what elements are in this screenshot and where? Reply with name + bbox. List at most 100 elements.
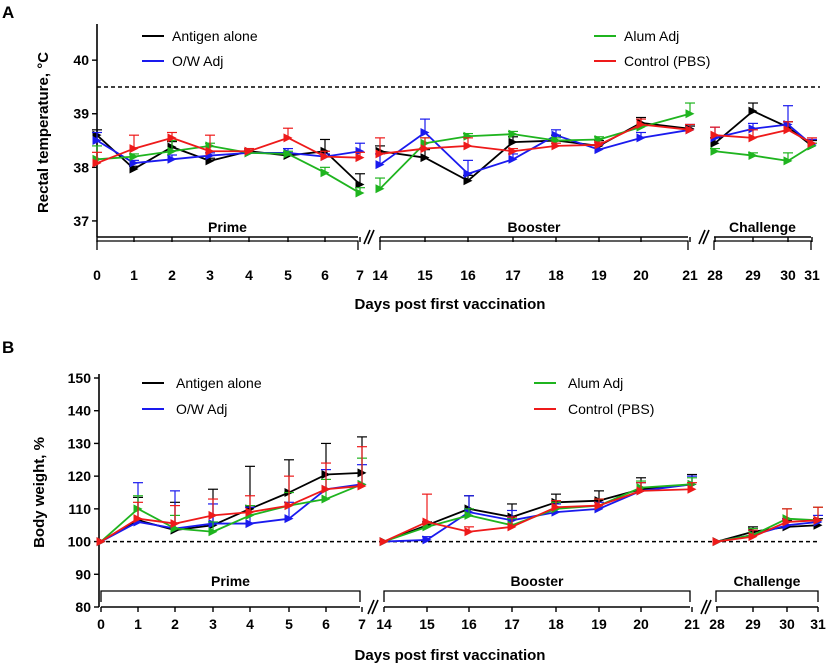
y-tick-label: 90 <box>75 566 91 582</box>
y-tick-label: 40 <box>73 52 89 68</box>
x-tick-label: 21 <box>682 267 698 283</box>
x-tick-label: 16 <box>461 616 477 632</box>
series-group <box>96 457 823 547</box>
data-point <box>375 184 385 194</box>
data-point <box>355 179 365 189</box>
data-point <box>636 133 646 143</box>
x-tick-label: 5 <box>285 616 293 632</box>
axis-break-mark <box>702 229 710 245</box>
data-point <box>636 486 646 496</box>
data-point <box>208 510 218 520</box>
series-line <box>383 483 693 543</box>
data-point <box>420 128 430 137</box>
axis-break-mark <box>698 229 706 245</box>
x-tick-label: 4 <box>246 616 254 632</box>
x-tick-label: 31 <box>810 616 826 632</box>
data-point <box>355 188 365 198</box>
x-tick-label: 6 <box>322 616 330 632</box>
legend-label: O/W Adj <box>172 53 223 69</box>
series-line <box>100 483 363 543</box>
data-point <box>508 154 518 164</box>
x-tick-label: 21 <box>684 616 700 632</box>
data-point <box>133 514 143 524</box>
x-axis-title: Days post first vaccination <box>355 647 546 664</box>
series-line <box>96 139 361 164</box>
x-tick-label: 28 <box>709 616 725 632</box>
data-point <box>320 168 330 178</box>
data-point <box>420 144 430 154</box>
phase-label: Challenge <box>734 573 801 589</box>
data-point <box>508 137 518 147</box>
x-tick-label: 4 <box>245 267 253 283</box>
x-tick-label: 3 <box>209 616 217 632</box>
x-tick-label: 16 <box>460 267 476 283</box>
data-point <box>813 515 823 525</box>
phase-bracket <box>379 240 689 250</box>
data-point <box>687 484 697 494</box>
series-line <box>379 123 691 155</box>
x-tick-label: 18 <box>548 616 564 632</box>
data-point <box>551 502 561 512</box>
series-line <box>714 123 813 146</box>
y-tick-label: 80 <box>75 599 91 615</box>
x-tick-label: 15 <box>419 616 435 632</box>
series-line <box>383 488 693 543</box>
panel-a-temperature-chart: 37 38 39 40 0 1 2 3 4 5 6 7 Prime 14 15 16 17 18 19 20 21 Boo… <box>35 24 820 313</box>
y-tick-label: 110 <box>68 501 91 517</box>
phase-bracket <box>713 240 812 250</box>
series-line <box>714 145 813 162</box>
phase-label: Booster <box>508 219 561 235</box>
x-tick-label: 20 <box>633 616 649 632</box>
x-tick-label: 3 <box>206 267 214 283</box>
data-point <box>422 517 432 527</box>
data-point <box>129 164 139 174</box>
data-point <box>710 146 720 156</box>
series-line <box>96 144 361 194</box>
data-point <box>782 517 792 527</box>
series-line <box>383 483 693 543</box>
series-line <box>383 483 693 543</box>
data-point <box>355 146 365 156</box>
phase-bracket <box>383 590 691 602</box>
data-point <box>129 158 139 168</box>
x-tick-label: 19 <box>591 267 607 283</box>
data-point <box>283 149 293 159</box>
data-point <box>379 537 389 547</box>
data-point <box>783 156 793 166</box>
phase-bracket <box>715 590 819 602</box>
axis-break-mark <box>371 599 379 615</box>
data-point <box>710 130 720 140</box>
data-point <box>167 133 177 143</box>
data-point <box>636 119 646 129</box>
x-tick-label: 18 <box>548 267 564 283</box>
panel-label-b: B <box>2 338 14 357</box>
data-point <box>463 131 473 141</box>
x-tick-label: 17 <box>505 267 521 283</box>
x-tick-label: 0 <box>97 616 105 632</box>
axis-break-mark <box>704 599 712 615</box>
data-point <box>463 169 473 179</box>
y-axis-title: Body weight, % <box>31 437 48 548</box>
x-tick-label: 15 <box>417 267 433 283</box>
series-line <box>379 112 691 190</box>
x-tick-label: 2 <box>171 616 179 632</box>
series-line <box>379 128 691 175</box>
series-line <box>714 128 813 145</box>
y-tick-label: 140 <box>68 403 92 419</box>
legend-label: Antigen alone <box>172 28 258 44</box>
phase-label: Prime <box>211 573 250 589</box>
data-point <box>208 527 218 537</box>
y-tick-label: 130 <box>68 435 92 451</box>
series-group <box>92 105 817 179</box>
data-point <box>375 149 385 159</box>
data-point <box>748 532 758 542</box>
y-tick-label: 150 <box>68 370 92 386</box>
panel-b-body-weight-chart: 80 90 100 110 120 130 140 150 0 1 2 3 4 5 6 7 Prime 14 15 1… <box>31 370 826 664</box>
data-point <box>167 154 177 164</box>
series-line <box>100 485 363 543</box>
data-point <box>508 146 518 156</box>
series-group <box>92 118 817 168</box>
legend-label: Control (PBS) <box>624 53 710 69</box>
data-point <box>463 141 473 151</box>
